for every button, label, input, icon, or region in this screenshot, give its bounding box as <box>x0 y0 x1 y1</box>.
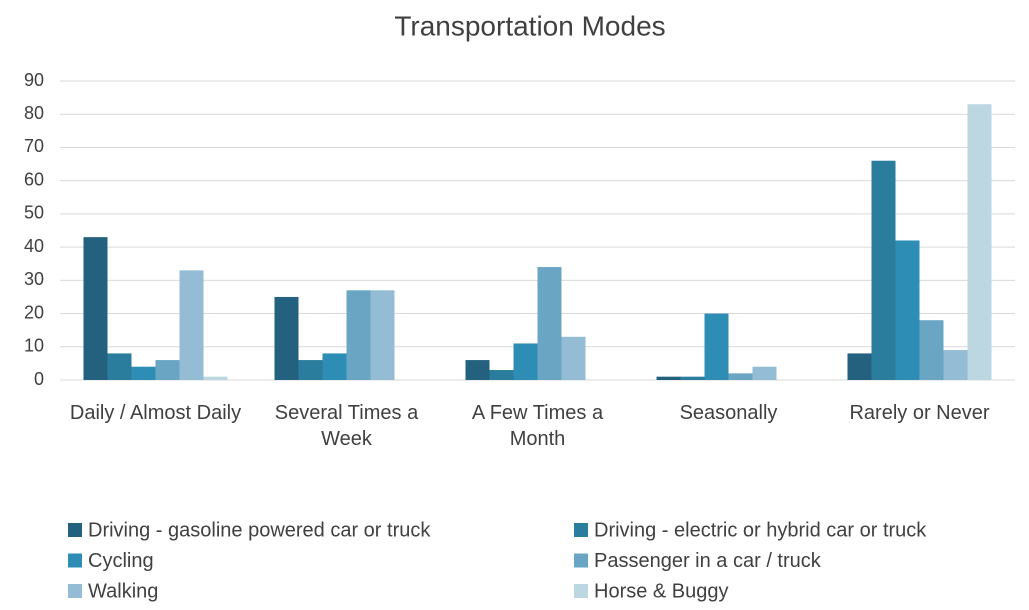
bar <box>871 160 896 380</box>
y-tick-label: 50 <box>24 203 44 223</box>
bar <box>513 343 538 380</box>
y-tick-label: 30 <box>24 269 44 289</box>
bar <box>704 313 729 380</box>
x-tick-label-box: Seasonally <box>679 402 778 424</box>
bar <box>919 320 944 380</box>
y-tick-label: 20 <box>24 302 44 322</box>
bar <box>274 296 299 380</box>
bar <box>346 290 371 380</box>
x-tick-label: Seasonally <box>679 402 778 424</box>
y-tick-label: 90 <box>24 70 44 90</box>
bar <box>752 366 777 380</box>
legend-label: Driving - gasoline powered car or truck <box>88 519 431 541</box>
legend-swatch <box>574 584 588 598</box>
bar <box>203 376 228 380</box>
bar <box>83 237 108 380</box>
legend-label: Walking <box>88 580 158 602</box>
bar <box>561 336 586 380</box>
x-tick-label: A Few Times a Month <box>471 402 604 450</box>
legend-swatch <box>574 553 588 568</box>
bar <box>895 240 920 380</box>
legend-swatch <box>68 523 82 537</box>
legend-label: Horse & Buggy <box>594 580 729 602</box>
bar <box>680 376 705 380</box>
bar <box>131 366 156 380</box>
x-tick-label-box: Rarely or Never <box>849 402 990 424</box>
bar <box>728 373 753 380</box>
bar <box>967 104 992 380</box>
bar <box>370 290 395 380</box>
chart-title: Transportation Modes <box>394 10 665 41</box>
legend-label: Cycling <box>88 550 154 572</box>
x-tick-label: Daily / Almost Daily <box>69 402 242 424</box>
legend-swatch <box>68 584 82 598</box>
y-tick-label: 60 <box>24 169 44 189</box>
bar <box>656 376 681 380</box>
x-tick-label: Rarely or Never <box>849 402 990 424</box>
y-tick-label: 80 <box>24 103 44 123</box>
bar <box>107 353 132 380</box>
x-tick-label-box: A Few Times a Month <box>471 402 604 450</box>
x-tick-label-box: Daily / Almost Daily <box>69 402 242 424</box>
legend-swatch <box>574 523 588 537</box>
bar <box>537 267 562 380</box>
legend-label: Driving - electric or hybrid car or truc… <box>594 519 927 541</box>
legend-label: Passenger in a car / truck <box>594 550 822 572</box>
legend-swatch <box>68 553 82 568</box>
bar <box>943 350 968 380</box>
bar <box>465 360 490 380</box>
y-tick-label: 70 <box>24 136 44 156</box>
bar <box>155 360 180 380</box>
x-tick-label-box: Several Times a Week <box>274 402 419 450</box>
bar <box>847 353 872 380</box>
bar <box>298 360 323 380</box>
bar <box>322 353 347 380</box>
bar <box>489 370 514 380</box>
y-tick-label: 40 <box>24 236 44 256</box>
y-tick-label: 0 <box>34 369 44 389</box>
y-tick-label: 10 <box>24 336 44 356</box>
bar <box>179 270 204 380</box>
x-tick-label: Several Times a Week <box>274 402 419 450</box>
